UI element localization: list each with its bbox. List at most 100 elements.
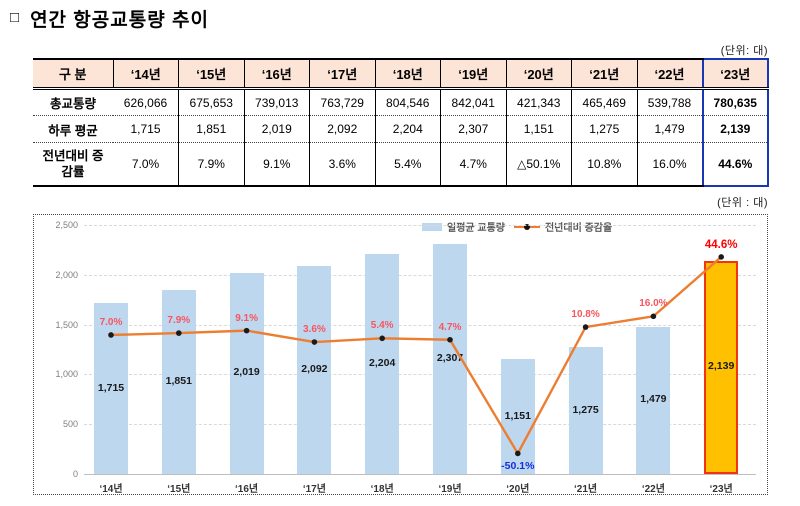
- table-row-1: 하루 평균 1,715 1,851 2,019 2,092 2,204 2,307 1,151…: [33, 115, 769, 143]
- bar-value-‘18년: 2,204: [369, 357, 396, 370]
- table-unit-label: (단위: 대): [720, 45, 768, 57]
- header-cell-year-9: ‘23년: [701, 58, 769, 90]
- cell-r0-c8: 539,788: [636, 88, 703, 116]
- stats-table-wrap: 구 분 ‘14년 ‘15년 ‘16년 ‘17년 ‘18년 ‘19년 ‘20년 ‘21년 ‘22년 ‘…: [33, 58, 769, 187]
- bar-value-‘20년: 1,151: [504, 409, 531, 422]
- cell-r0-c6: 421,343: [505, 88, 572, 116]
- cell-r1-c8: 1,479: [636, 115, 703, 143]
- traffic-chart: 일평균 교통량 전년대비 증감율 0 500 1,000 1,500 2,000 2,50…: [33, 214, 768, 495]
- legend-line-label: 전년대비 증감율: [544, 223, 613, 234]
- cell-r1-c3: 2,092: [309, 115, 375, 143]
- x-tick-‘17년: ‘17년: [302, 484, 326, 495]
- header-cell-year-2: ‘16년: [243, 58, 310, 90]
- pct-label-‘16년: 9.1%: [235, 312, 258, 324]
- header-cell-year-3: ‘17년: [309, 58, 375, 90]
- bar-value-‘16년: 2,019: [233, 366, 260, 379]
- pct-label-‘21년: 10.8%: [571, 309, 600, 321]
- cell-r2-c2: 9.1%: [243, 142, 310, 187]
- cell-r2-c1: 7.9%: [178, 142, 244, 187]
- y-tick-500: 500: [62, 419, 78, 430]
- cell-r0-c2: 739,013: [243, 88, 310, 116]
- x-tick-‘21년: ‘21년: [574, 484, 598, 495]
- pct-label-‘15년: 7.9%: [167, 315, 191, 327]
- header-cell-year-8: ‘22년: [636, 58, 703, 90]
- y-tick-2000: 2,000: [55, 269, 78, 280]
- page-title-text: 연간 항공교통량 추이: [30, 10, 209, 31]
- header-cell-year-1: ‘15년: [178, 58, 244, 90]
- table-head: 구 분 ‘14년 ‘15년 ‘16년 ‘17년 ‘18년 ‘19년 ‘20년 ‘21년 ‘22년 ‘…: [33, 58, 769, 90]
- cell-r2-c6: △50.1%: [505, 142, 572, 187]
- cell-r0-c1: 675,653: [178, 88, 244, 116]
- stats-table: 구 분 ‘14년 ‘15년 ‘16년 ‘17년 ‘18년 ‘19년 ‘20년 ‘21년 ‘22년 ‘…: [33, 58, 769, 187]
- x-tick-‘22년: ‘22년: [641, 484, 665, 495]
- pct-point-‘22년: [650, 313, 657, 320]
- header-cell-year-6: ‘20년: [505, 58, 572, 90]
- cell-r1-c5: 2,307: [440, 115, 506, 143]
- cell-r2-c9: 44.6%: [701, 142, 769, 187]
- cell-r2-c8: 16.0%: [636, 142, 703, 187]
- cell-r2-c4: 5.4%: [374, 142, 441, 187]
- page-title: □ 연간 항공교통량 추이: [10, 5, 209, 32]
- cell-r1-c2: 2,019: [243, 115, 310, 143]
- cell-r1-c4: 2,204: [374, 115, 441, 143]
- x-tick-‘14년: ‘14년: [99, 484, 123, 495]
- row-label-0: 총교통량: [33, 88, 113, 116]
- bar-value-‘17년: 2,092: [301, 362, 328, 375]
- gridline-2000: [84, 274, 756, 276]
- legend-item-line: 전년대비 증감율: [513, 219, 613, 234]
- y-tick-1000: 1,000: [55, 369, 78, 380]
- row-label-1: 하루 평균: [33, 115, 113, 143]
- table-body: 총교통량 626,066 675,653 739,013 763,729 804,546 8…: [33, 88, 769, 187]
- bar-value-‘22년: 1,479: [640, 393, 667, 406]
- pct-point-‘23년: [718, 254, 724, 260]
- legend-bar-swatch-icon: [422, 222, 442, 231]
- cell-r1-c1: 1,851: [178, 115, 244, 143]
- table-row-2: 전년대비 증감률 7.0% 7.9% 9.1% 3.6% 5.4% 4.7% △50.1% 10…: [33, 142, 769, 187]
- cell-r1-c7: 1,275: [571, 115, 637, 143]
- cell-r0-c4: 804,546: [374, 88, 441, 116]
- cell-r0-c3: 763,729: [309, 88, 375, 116]
- y-tick-2500: 2,500: [55, 220, 78, 230]
- cell-r1-c0: 1,715: [113, 115, 179, 143]
- header-cell-year-0: ‘14년: [112, 58, 179, 90]
- y-tick-0: 0: [72, 469, 78, 479]
- table-row-0: 총교통량 626,066 675,653 739,013 763,729 804,546 8…: [33, 88, 769, 116]
- pct-label-‘17년: 3.6%: [302, 324, 326, 336]
- bar-value-‘19년: 2,307: [436, 352, 464, 365]
- pct-label-‘14년: 7.0%: [99, 316, 123, 328]
- cell-r1-c6: 1,151: [505, 115, 572, 143]
- chart-unit-label: (단위 : 대): [717, 197, 768, 209]
- row-label-2: 전년대비 증감률: [33, 142, 113, 187]
- chart-legend: 일평균 교통량 전년대비 증감율: [422, 219, 612, 234]
- cell-r0-c7: 465,469: [571, 88, 637, 116]
- header-cell-year-7: ‘21년: [571, 58, 637, 90]
- legend-bar-label: 일평균 교통량: [447, 223, 505, 234]
- x-axis-line: [84, 474, 756, 475]
- cell-r0-c5: 842,041: [440, 88, 506, 116]
- title-bullet-icon: □: [10, 9, 21, 26]
- x-tick-‘20년: ‘20년: [506, 484, 530, 495]
- cell-r2-c3: 3.6%: [309, 142, 375, 187]
- cell-r2-c5: 4.7%: [440, 142, 506, 187]
- bar-value-‘23년: 2,139: [708, 360, 735, 373]
- x-tick-‘18년: ‘18년: [370, 484, 394, 495]
- bar-value-‘15년: 1,851: [165, 374, 192, 387]
- legend-line-swatch-icon: [513, 222, 540, 231]
- cell-r0-c9: 780,635: [701, 88, 769, 116]
- header-cell-category: 구 분: [33, 58, 113, 90]
- cell-r2-c7: 10.8%: [571, 142, 637, 187]
- cell-r2-c0: 7.0%: [113, 142, 179, 187]
- bar-value-‘14년: 1,715: [97, 381, 125, 394]
- pct-label-‘22년: 16.0%: [639, 298, 668, 310]
- y-tick-1500: 1,500: [55, 319, 78, 330]
- bar-value-‘21년: 1,275: [572, 403, 599, 416]
- header-cell-year-5: ‘19년: [440, 58, 506, 90]
- gridline-2500: [84, 225, 756, 226]
- x-tick-‘19년: ‘19년: [438, 484, 462, 495]
- cell-r1-c9: 2,139: [701, 115, 769, 143]
- legend-item-bar: 일평균 교통량: [422, 219, 505, 234]
- pct-label-‘20년: -50.1%: [501, 460, 535, 473]
- pct-label-‘18년: 5.4%: [370, 320, 394, 332]
- x-tick-‘23년: ‘23년: [709, 484, 733, 495]
- cell-r0-c0: 626,066: [113, 88, 179, 116]
